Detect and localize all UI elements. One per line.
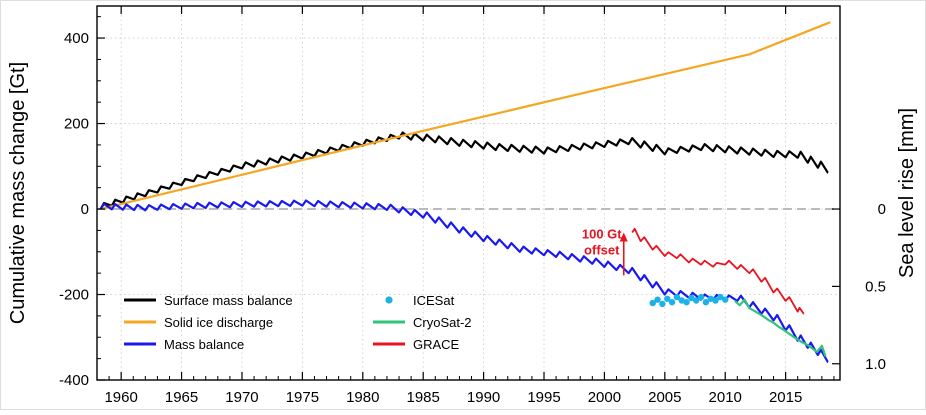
legend-label-icesat: ICESat <box>413 293 455 308</box>
legend-label-cryosat-2: CryoSat-2 <box>413 315 472 330</box>
y-tick-label: 200 <box>64 116 89 133</box>
legend-label-grace: GRACE <box>413 337 460 352</box>
grid <box>97 6 840 381</box>
annotation-line-2: offset <box>584 243 620 258</box>
data-point-icesat <box>654 296 661 303</box>
data-point-icesat <box>702 299 710 306</box>
plot-frame <box>96 5 841 381</box>
y2-axis-label: Sea level rise [mm] <box>896 108 918 278</box>
x-tick-label: 2000 <box>588 389 621 406</box>
series-line-grace <box>631 227 805 315</box>
y-axis-label: Cumulative mass change [Gt] <box>7 62 29 324</box>
data-point-icesat <box>664 295 671 302</box>
series-icesat <box>649 293 729 308</box>
y-tick-label: -400 <box>59 372 89 389</box>
y2-tick-label: 0.5 <box>865 278 886 295</box>
data-point-icesat <box>668 299 676 306</box>
legend-label-solid-ice-discharge: Solid ice discharge <box>164 315 273 330</box>
series-line-cryosat-2 <box>734 298 827 357</box>
axes: 1960 1965 1970 1975 1980 1985 1990 1995 2000 2005… <box>7 5 918 406</box>
x-tick-label: 1970 <box>225 389 258 406</box>
x-tick-label: 2005 <box>648 389 681 406</box>
legend-label-surface-mass-balance: Surface mass balance <box>164 293 293 308</box>
x-tick-label: 1980 <box>346 389 379 406</box>
series-line-surface-mass-balance <box>99 131 829 210</box>
y-tick-label: 400 <box>64 30 89 47</box>
x-tick-label: 1975 <box>286 389 319 406</box>
legend: Surface mass balance Solid ice discharge M… <box>124 293 472 352</box>
x-tick-label: 1985 <box>407 389 440 406</box>
legend-marker-icesat <box>385 296 393 304</box>
y2-tick-label: 1.0 <box>865 356 886 373</box>
data-point-icesat <box>712 297 719 304</box>
x-tick-label: 2015 <box>769 389 802 406</box>
x-tick-label: 1965 <box>165 389 198 406</box>
data-point-icesat <box>688 294 695 302</box>
offset-arrowhead <box>619 232 628 242</box>
legend-label-mass-balance: Mass balance <box>164 337 244 352</box>
data-point-icesat <box>673 293 681 301</box>
series-layer <box>99 21 831 364</box>
x-tick-label: 2010 <box>709 389 742 406</box>
annotation-line-1: 100 Gt <box>582 227 622 242</box>
x-tick-label: 1960 <box>104 389 137 406</box>
data-point-icesat <box>649 299 656 307</box>
x-tick-label: 1990 <box>467 389 500 406</box>
series-line-solid-ice-discharge <box>100 21 831 211</box>
data-point-icesat <box>678 297 685 304</box>
data-point-icesat <box>717 293 724 301</box>
y2-tick-label: 0 <box>878 201 886 218</box>
y-tick-label: -200 <box>59 287 89 304</box>
data-point-icesat <box>722 296 729 303</box>
data-point-icesat <box>683 299 690 306</box>
data-point-icesat <box>697 293 705 301</box>
data-point-icesat <box>707 295 714 302</box>
data-point-icesat <box>659 300 666 308</box>
y-tick-label: 0 <box>81 201 89 218</box>
x-tick-label: 1995 <box>527 389 560 406</box>
data-point-icesat <box>693 297 700 304</box>
